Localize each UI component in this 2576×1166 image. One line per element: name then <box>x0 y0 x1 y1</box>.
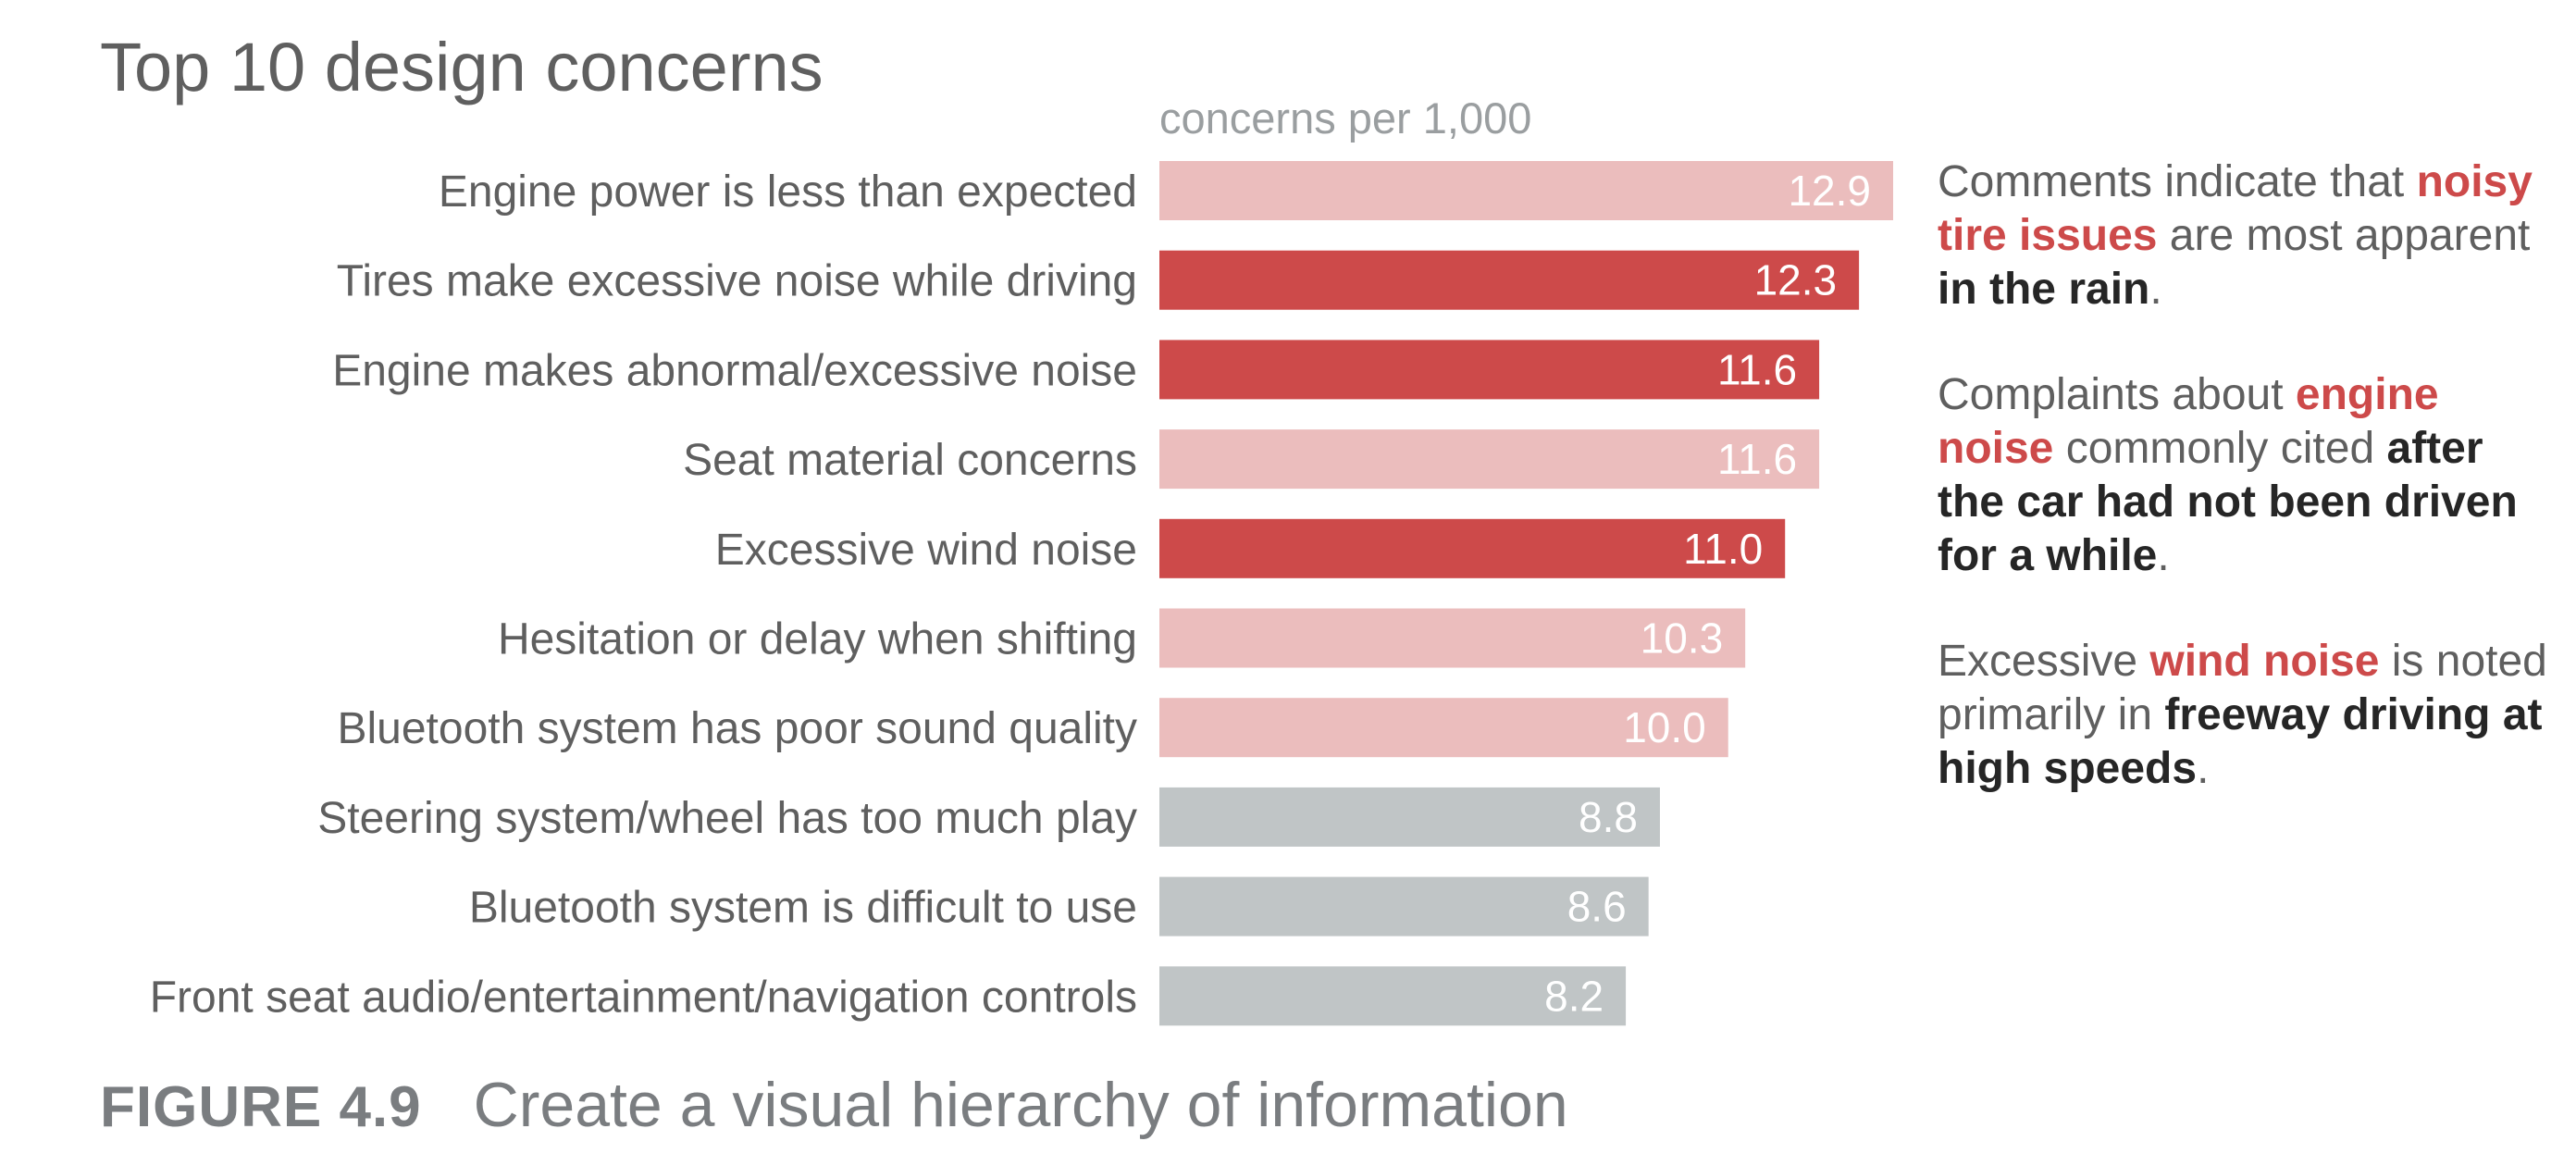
emphasis-text: in the rain <box>1938 265 2150 314</box>
figure-caption-text: Create a visual hierarchy of information <box>473 1070 1568 1140</box>
note-text: . <box>2149 265 2162 314</box>
axis-unit-label: concerns per 1,000 <box>1159 93 1532 143</box>
note-text: is noted primarily in <box>1938 637 2547 739</box>
highlight-text: noisy tire issues <box>1938 157 2533 260</box>
value-label: 11.6 <box>1717 345 1797 393</box>
bar <box>1159 250 1860 310</box>
category-label: Engine makes abnormal/excessive noise <box>332 346 1137 395</box>
value-label: 8.8 <box>1579 793 1638 841</box>
category-label: Bluetooth system is difficult to use <box>469 884 1137 933</box>
value-label: 10.0 <box>1623 703 1706 751</box>
note-text: are most apparent <box>2157 211 2531 260</box>
annotation-note: Comments indicate that noisy tire issues… <box>1938 155 2548 316</box>
bar <box>1159 698 1728 758</box>
value-label: 10.3 <box>1641 614 1724 663</box>
annotation-note: Complaints about engine noise commonly c… <box>1938 368 2548 583</box>
category-label: Seat material concerns <box>683 436 1137 485</box>
value-label: 12.3 <box>1754 256 1838 304</box>
annotation-note: Excessive wind noise is noted primarily … <box>1938 635 2548 796</box>
category-label: Bluetooth system has poor sound quality <box>337 704 1137 753</box>
value-label: 11.6 <box>1717 435 1797 483</box>
value-label: 8.2 <box>1544 972 1604 1020</box>
annotations-panel: Comments indicate that noisy tire issues… <box>1938 155 2548 848</box>
figure-number: FIGURE 4.9 <box>100 1075 422 1139</box>
note-text: Comments indicate that <box>1938 157 2417 206</box>
note-text: Excessive <box>1938 637 2150 686</box>
bar <box>1159 161 1893 220</box>
emphasis-text: freeway driving at high speeds <box>1938 690 2543 793</box>
note-text: Complaints about <box>1938 370 2296 419</box>
category-label: Tires make excessive noise while driving <box>337 257 1137 306</box>
category-label: Steering system/wheel has too much play <box>317 794 1137 843</box>
bar <box>1159 518 1786 578</box>
bars-group: Engine power is less than expected 12.9 Ti… <box>150 161 1893 1026</box>
category-label: Front seat audio/entertainment/navigatio… <box>150 973 1137 1022</box>
highlight-text: wind noise <box>2149 637 2380 686</box>
category-label: Engine power is less than expected <box>439 167 1137 217</box>
value-label: 12.9 <box>1788 167 1871 215</box>
category-label: Hesitation or delay when shifting <box>498 615 1137 664</box>
note-text: commonly cited <box>2053 424 2387 473</box>
value-label: 11.0 <box>1683 525 1763 573</box>
bar <box>1159 608 1746 668</box>
bar <box>1159 876 1649 937</box>
note-text: . <box>2197 744 2210 793</box>
emphasis-text: after the car had not been driven for a … <box>1938 424 2518 580</box>
bar <box>1159 787 1660 847</box>
bar <box>1159 340 1820 400</box>
bar <box>1159 429 1820 490</box>
chart-title: Top 10 design concerns <box>100 29 824 105</box>
highlight-text: engine noise <box>1938 370 2439 473</box>
note-text: . <box>2157 531 2170 580</box>
value-label: 8.6 <box>1567 883 1627 931</box>
bar <box>1159 966 1627 1026</box>
category-label: Excessive wind noise <box>715 526 1137 575</box>
figure-caption: FIGURE 4.9 Create a visual hierarchy of i… <box>100 1069 1568 1141</box>
